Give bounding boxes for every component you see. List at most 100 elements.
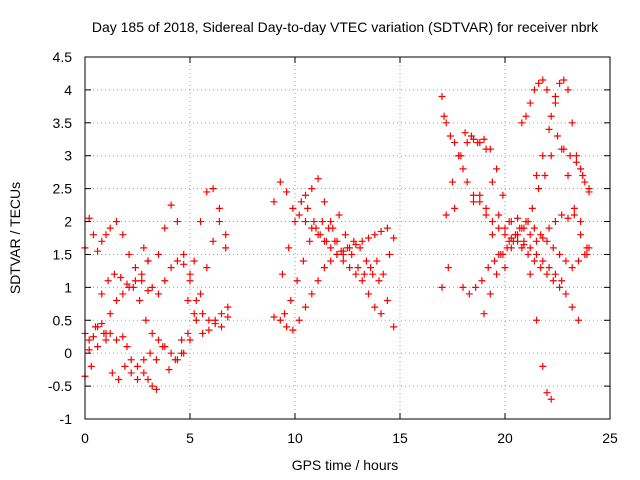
data-point (482, 211, 490, 219)
data-point (98, 320, 106, 328)
data-point (306, 237, 314, 245)
data-point (583, 250, 591, 258)
data-point (144, 257, 152, 265)
data-point (474, 139, 482, 147)
series-sat-g (155, 201, 232, 337)
data-point (180, 250, 188, 258)
data-point (501, 264, 509, 272)
data-point (117, 273, 125, 281)
data-point (316, 231, 324, 239)
data-point (186, 336, 194, 344)
data-point (501, 224, 509, 232)
data-point (579, 171, 587, 179)
data-point (577, 218, 585, 226)
data-point (581, 178, 589, 186)
data-point (178, 336, 186, 344)
x-tick-label: 20 (497, 430, 513, 446)
series-sat-c (81, 257, 152, 380)
data-point (539, 257, 547, 265)
data-point (545, 125, 553, 133)
data-point (199, 310, 207, 318)
data-point (530, 86, 538, 94)
series-sat-t (480, 218, 593, 318)
data-point (98, 237, 106, 245)
series-sat-l (278, 198, 393, 278)
x-tick-label: 15 (392, 430, 408, 446)
data-point (449, 178, 456, 186)
y-tick-label: 3.5 (53, 115, 73, 131)
data-point (352, 270, 360, 278)
data-point (486, 290, 494, 298)
y-tick-label: -0.5 (48, 378, 72, 394)
data-point (547, 112, 555, 120)
data-point (522, 112, 530, 120)
data-point (197, 218, 204, 226)
series-sat-e (102, 336, 167, 384)
data-point (438, 283, 446, 291)
data-point (539, 152, 547, 160)
data-point (362, 257, 370, 265)
data-point (100, 329, 108, 337)
data-point (148, 329, 156, 337)
data-point (358, 277, 366, 285)
data-point (106, 310, 114, 318)
data-point (562, 290, 570, 298)
series-sat-p (438, 135, 591, 291)
data-point (148, 382, 156, 390)
data-point (224, 313, 232, 321)
data-point (161, 224, 169, 232)
data-point (333, 250, 341, 258)
data-point (287, 297, 295, 305)
data-point (505, 218, 513, 226)
data-point (482, 204, 490, 212)
data-point (281, 310, 288, 318)
data-point (480, 310, 488, 318)
data-point (276, 178, 284, 186)
series-sat-a (81, 320, 160, 393)
data-point (127, 356, 135, 364)
data-point (383, 297, 391, 305)
data-point (526, 231, 534, 239)
data-point (451, 204, 459, 212)
data-point (467, 132, 475, 140)
data-point (442, 119, 450, 127)
data-point (535, 185, 543, 193)
data-point (543, 86, 551, 94)
data-point (558, 211, 566, 219)
data-points (81, 76, 593, 403)
series-sat-q (442, 129, 582, 324)
data-point (87, 362, 95, 370)
data-point (222, 231, 230, 239)
data-point (270, 313, 278, 321)
data-point (524, 250, 532, 258)
data-point (373, 257, 381, 265)
data-point (568, 303, 576, 311)
data-point (455, 152, 463, 160)
data-point (190, 310, 198, 318)
y-tick-label: 2.5 (53, 181, 73, 197)
y-tick-label: -1 (60, 411, 73, 427)
data-point (480, 135, 488, 143)
data-point (161, 277, 169, 285)
data-point (524, 218, 532, 226)
data-point (533, 316, 540, 324)
plot-frame (84, 56, 611, 420)
data-point (89, 333, 97, 341)
x-tick-label: 0 (81, 430, 89, 446)
data-point (566, 152, 574, 160)
data-point (360, 270, 368, 278)
data-point (186, 270, 194, 278)
data-point (350, 237, 358, 245)
data-point (276, 316, 284, 324)
data-point (92, 323, 99, 331)
data-point (209, 237, 217, 245)
data-point (167, 349, 175, 357)
data-point (493, 165, 501, 173)
y-axis-label: SDTVAR / TECUs (7, 182, 23, 294)
data-point (138, 270, 146, 278)
data-point (390, 323, 398, 331)
data-point (488, 218, 496, 226)
data-point (377, 227, 385, 235)
data-point (470, 191, 477, 199)
data-point (572, 158, 580, 166)
